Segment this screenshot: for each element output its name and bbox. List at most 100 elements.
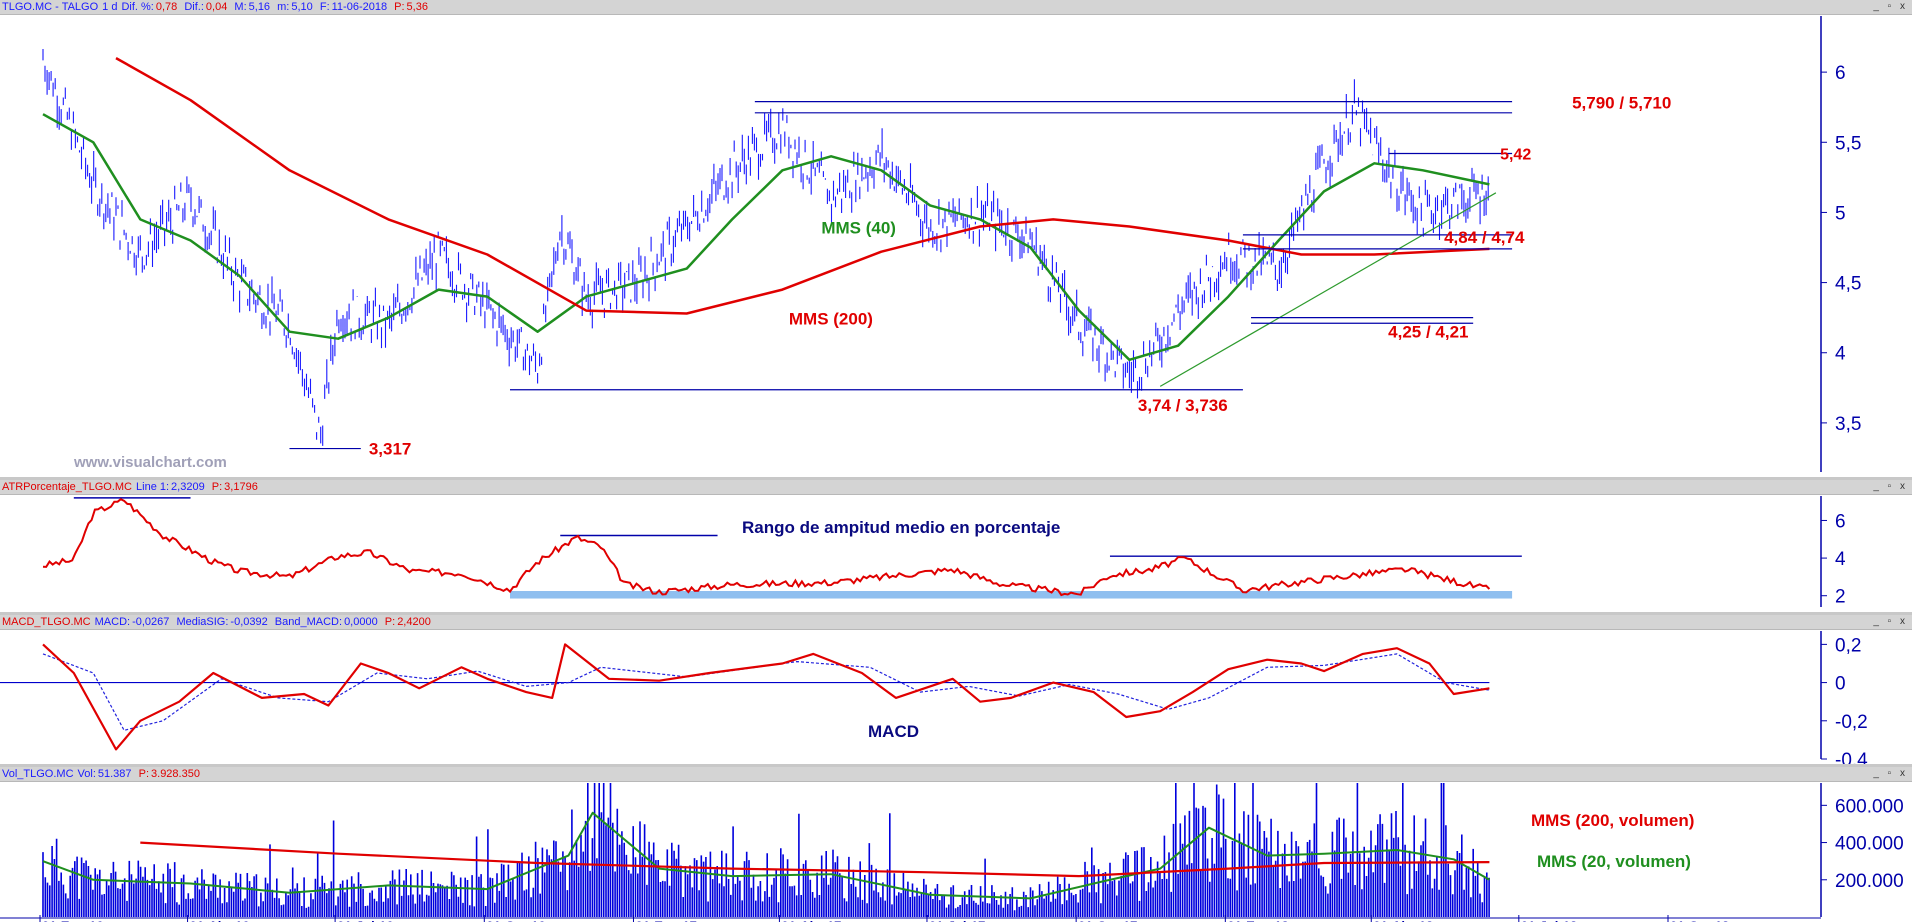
level-label: 5,790 / 5,710 bbox=[1572, 94, 1671, 113]
date-caption: F: bbox=[319, 1, 330, 13]
date-value: 11-06-2018 bbox=[331, 1, 388, 13]
volume-chart: 600.000 400.000 200.000 MMS (200, volumen) M… bbox=[0, 783, 1904, 922]
series-label: MMS (200) bbox=[789, 310, 873, 329]
sig-value: -0,0392 bbox=[230, 616, 268, 628]
window-controls[interactable]: _ ▫ x bbox=[1873, 768, 1908, 779]
macd-panel-header: MACD_TLGO.MC MACD: -0,0267 MediaSIG: -0,039… bbox=[0, 615, 1912, 630]
x-tick-label: 01-Abr-18 bbox=[1373, 919, 1433, 922]
macd-p-value: 2,4200 bbox=[397, 616, 431, 628]
x-tick-label: 01-Oct-16 bbox=[486, 919, 545, 922]
period-label: 1 d bbox=[102, 1, 118, 13]
panel-separator[interactable] bbox=[0, 612, 1912, 615]
y-tick-label: 2 bbox=[1835, 587, 1846, 608]
series-label: MMS (40) bbox=[821, 218, 896, 237]
dif-pct-value: 0,78 bbox=[155, 1, 178, 13]
level-label: 5,42 bbox=[1500, 147, 1531, 164]
x-tick-label: 01-Jul-17 bbox=[929, 919, 985, 922]
y-tick-label: 4 bbox=[1835, 549, 1846, 570]
y-tick-label: 400.000 bbox=[1835, 834, 1904, 855]
vol-p-caption: P: bbox=[138, 768, 150, 780]
window-controls[interactable]: _ ▫ x bbox=[1873, 616, 1908, 627]
mms40-line bbox=[42, 113, 1490, 362]
band-caption: Band_MACD: bbox=[274, 616, 343, 628]
vol-name: Vol_TLGO.MC bbox=[2, 768, 74, 780]
volume-bars bbox=[42, 783, 1490, 917]
macd-chart: 0,2 0 -0,2 -0,4 MACD bbox=[0, 631, 1868, 764]
price-panel-header: TLGO.MC - TALGO 1 d Dif. %: 0,78 Dif.: 0,04 … bbox=[0, 0, 1912, 15]
volume-mms200-label: MMS (200, volumen) bbox=[1531, 811, 1694, 830]
level-label: 3,74 / 3,736 bbox=[1138, 396, 1228, 415]
panel-separator[interactable] bbox=[0, 477, 1912, 480]
price-chart: 6 5,5 5 4,5 4 3,5 5,790 / 5,710 5,42 4,84 / 4,74… bbox=[42, 16, 1861, 472]
price-panel: TLGO.MC - TALGO 1 d Dif. %: 0,78 Dif.: 0,04 … bbox=[0, 0, 1912, 472]
max-caption: M: bbox=[234, 1, 247, 13]
macd-name: MACD_TLGO.MC bbox=[2, 616, 91, 628]
level-label: 3,317 bbox=[369, 440, 412, 459]
macd-p-caption: P: bbox=[384, 616, 396, 628]
y-tick-label: 0 bbox=[1835, 674, 1846, 695]
x-tick-label: 01-Jul-16 bbox=[337, 919, 393, 922]
dif-pct-caption: Dif. %: bbox=[121, 1, 154, 13]
y-tick-label: 3,5 bbox=[1835, 414, 1861, 435]
window-controls[interactable]: _ ▫ x bbox=[1873, 1, 1908, 12]
atr-name: ATRPorcentaje_TLGO.MC bbox=[2, 481, 133, 493]
watermark: www.visualchart.com bbox=[73, 454, 227, 471]
atr-line-value: 2,3209 bbox=[171, 481, 205, 493]
atr-title: Rango de ampitud medio en porcentaje bbox=[742, 518, 1060, 537]
y-tick-label: 0,2 bbox=[1835, 635, 1861, 656]
y-tick-label: 6 bbox=[1835, 511, 1846, 532]
dif-value: 0,04 bbox=[205, 1, 228, 13]
window-controls[interactable]: _ ▫ x bbox=[1873, 481, 1908, 492]
macd-value: -0,0267 bbox=[132, 616, 170, 628]
price-caption: P: bbox=[394, 1, 405, 13]
macd-panel: MACD_TLGO.MC MACD: -0,0267 MediaSIG: -0,039… bbox=[0, 615, 1912, 764]
x-tick-label: 01-Ene-18 bbox=[1227, 919, 1288, 922]
atr-p-caption: P: bbox=[211, 481, 223, 493]
y-tick-label: 5 bbox=[1835, 203, 1846, 224]
min-value: 5,10 bbox=[291, 1, 313, 13]
max-value: 5,16 bbox=[248, 1, 271, 13]
price-bars bbox=[42, 49, 1489, 446]
volume-mms20-line bbox=[42, 811, 1490, 900]
x-tick-label: 01-Abr-17 bbox=[781, 919, 841, 922]
volume-panel: Vol_TLGO.MC Vol: 51.387 P: 3.928.350 _ ▫ x … bbox=[0, 767, 1912, 922]
atr-panel: ATRPorcentaje_TLGO.MC Line 1: 2,3209 P: 3,1… bbox=[0, 480, 1912, 612]
x-tick-label: 01-Oct-18 bbox=[1670, 919, 1729, 922]
y-tick-label: 200.000 bbox=[1835, 871, 1904, 892]
y-tick-label: 4,5 bbox=[1835, 274, 1861, 295]
level-label: 4,84 / 4,74 bbox=[1444, 228, 1525, 247]
price-value: 5,36 bbox=[406, 1, 428, 13]
y-tick-label: 5,5 bbox=[1835, 133, 1861, 154]
band-value: 0,0000 bbox=[344, 616, 378, 628]
vol-caption: Vol: bbox=[77, 768, 96, 780]
panel-separator[interactable] bbox=[0, 764, 1912, 767]
macd-caption: MACD: bbox=[94, 616, 131, 628]
y-tick-label: -0,4 bbox=[1835, 750, 1868, 764]
atr-chart: 6 4 2 Rango de ampitud medio en porcentaje bbox=[42, 496, 1846, 608]
level-label: 4,25 / 4,21 bbox=[1388, 323, 1468, 342]
symbol-label: TLGO.MC - TALGO bbox=[2, 1, 99, 13]
atr-panel-header: ATRPorcentaje_TLGO.MC Line 1: 2,3209 P: 3,1… bbox=[0, 480, 1912, 495]
y-tick-label: 4 bbox=[1835, 344, 1846, 365]
dif-caption: Dif.: bbox=[184, 1, 204, 13]
min-caption: m: bbox=[277, 1, 290, 13]
volume-mms200-line bbox=[140, 841, 1490, 878]
atr-line bbox=[42, 498, 1491, 597]
atr-band bbox=[509, 591, 1513, 599]
y-tick-label: 600.000 bbox=[1835, 796, 1904, 817]
vol-p-value: 3.928.350 bbox=[151, 768, 200, 780]
x-tick-label: 01-Ene-16 bbox=[42, 919, 103, 922]
trendline bbox=[1159, 192, 1497, 387]
atr-p-value: 3,1796 bbox=[224, 481, 258, 493]
volume-panel-header: Vol_TLGO.MC Vol: 51.387 P: 3.928.350 bbox=[0, 767, 1912, 782]
sig-caption: MediaSIG: bbox=[176, 616, 229, 628]
y-tick-label: -0,2 bbox=[1835, 712, 1868, 733]
x-tick-label: 01-Ene-17 bbox=[635, 919, 696, 922]
macd-title: MACD bbox=[868, 722, 919, 741]
y-tick-label: 6 bbox=[1835, 63, 1846, 84]
macd-line bbox=[42, 643, 1490, 751]
x-tick-label: 01-Jul-18 bbox=[1521, 919, 1577, 922]
vol-value: 51.387 bbox=[97, 768, 132, 780]
mms200-line bbox=[115, 57, 1490, 315]
x-tick-label: 01-Abr-16 bbox=[190, 919, 250, 922]
